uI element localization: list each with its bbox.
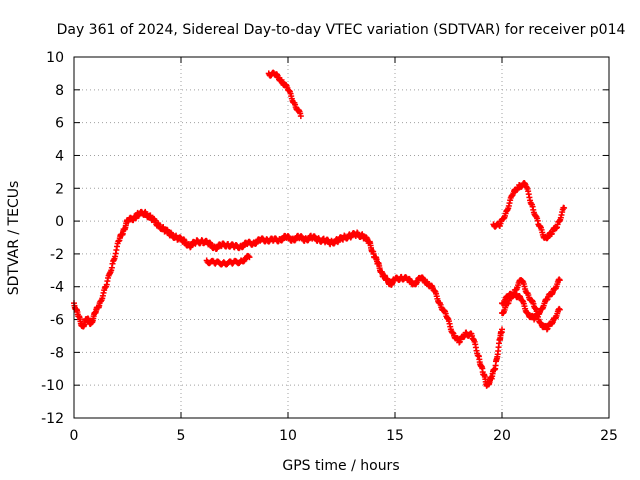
x-tick-label: 25 <box>600 428 618 444</box>
data-points <box>71 69 568 389</box>
x-tick-label: 0 <box>70 428 79 444</box>
y-tick-label: 2 <box>55 181 64 197</box>
y-tick-label: 6 <box>55 116 64 132</box>
y-tick-label: -4 <box>50 280 64 296</box>
y-tick-label: 8 <box>55 83 64 99</box>
data-point <box>246 254 253 261</box>
plot-frame <box>73 56 610 419</box>
y-tick-label: -2 <box>50 247 64 263</box>
data-point <box>297 113 304 120</box>
y-tick-label: 10 <box>46 50 64 66</box>
y-tick-label: 0 <box>55 214 64 230</box>
data-point <box>556 306 563 313</box>
x-tick-label: 20 <box>493 428 511 444</box>
x-axis-label: GPS time / hours <box>282 458 399 474</box>
data-point <box>561 204 568 211</box>
data-point <box>556 277 563 284</box>
y-tick-label: -6 <box>50 313 64 329</box>
x-tick-label: 15 <box>386 428 404 444</box>
chart-title: Day 361 of 2024, Sidereal Day-to-day VTE… <box>57 22 626 38</box>
x-tick-label: 10 <box>279 428 297 444</box>
y-axis-label: SDTVAR / TECUs <box>6 181 22 296</box>
y-tick-label: -10 <box>41 378 64 394</box>
data-point <box>245 253 252 260</box>
x-tick-label: 5 <box>177 428 186 444</box>
y-tick-label: -8 <box>50 345 64 361</box>
y-tick-label: 4 <box>55 148 64 164</box>
y-tick-label: -12 <box>41 411 64 427</box>
data-point <box>499 326 505 333</box>
axis-ticks: 0 5 10 15 20 25 -12 -10 -8 -6 -4 -2 0 2 4 6 8 10 <box>41 50 618 444</box>
